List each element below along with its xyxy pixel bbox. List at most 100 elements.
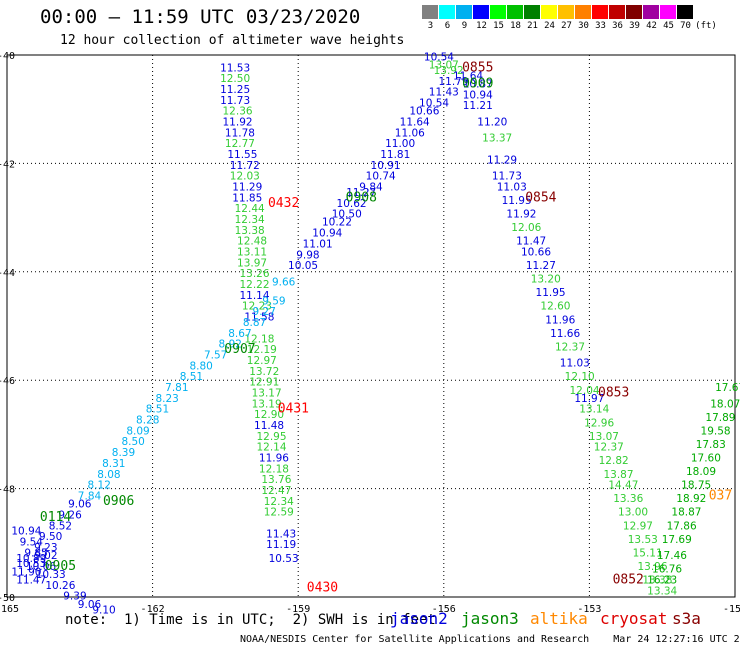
pass-time-label: 0430 [307, 581, 338, 596]
wave-height-value: 18.92 [676, 493, 706, 505]
wave-height-value: 11.97 [574, 393, 604, 405]
wave-height-value: 15.11 [633, 547, 663, 559]
wave-height-value: 9.26 [58, 509, 82, 521]
scale-swatch [507, 5, 524, 19]
wave-height-value: 17.60 [691, 453, 721, 465]
legend-altika: altika [530, 609, 588, 628]
wave-height-value: 12.47 [261, 485, 291, 497]
pass-time-label: 0907 [224, 342, 255, 357]
wave-height-value: 8.09 [126, 425, 149, 437]
wave-height-value: 11.21 [463, 100, 493, 112]
wave-height-value: 8.39 [112, 447, 135, 459]
wave-height-value: 11.27 [526, 260, 556, 272]
scale-label: 21 [527, 21, 538, 31]
wave-height-value: 12.37 [555, 341, 585, 353]
scale-label: 45 [663, 21, 674, 31]
wave-height-value: 11.55 [227, 149, 257, 161]
pass-time-label: 0114 [40, 510, 71, 525]
wave-height-value: 12.60 [540, 301, 570, 313]
wave-height-value: 12.14 [256, 442, 286, 454]
wave-height-value: 9.06 [68, 499, 92, 511]
wave-height-value: 10.50 [332, 209, 362, 221]
wave-height-value: 12.34 [235, 214, 265, 226]
wave-height-value: 13.96 [637, 561, 667, 573]
wave-height-value: 12.34 [264, 496, 294, 508]
wave-height-value: 11.01 [303, 238, 333, 250]
wave-height-value: 18.75 [681, 480, 711, 492]
wave-height-value: 11.92 [506, 209, 536, 221]
wave-height-value: 18.09 [686, 466, 716, 478]
wave-height-value: 9.66 [272, 276, 296, 288]
scale-swatch [677, 5, 694, 19]
wave-height-value: 11.47 [516, 236, 546, 248]
wave-height-value: 11.79 [438, 76, 468, 88]
wave-height-value: 8.51 [146, 404, 169, 416]
wave-height-value: 10.74 [366, 171, 396, 183]
wave-height-value: 8.28 [136, 415, 159, 427]
wave-height-value: 11.78 [225, 127, 255, 139]
wave-height-value: 10.53 [16, 558, 46, 570]
wave-height-value: 11.47 [16, 574, 46, 586]
wave-height-value: 10.54 [419, 97, 449, 109]
pass-time-label: 0854 [525, 190, 556, 205]
wave-height-value: 13.34 [647, 585, 677, 597]
wave-height-value: 12.82 [599, 455, 629, 467]
wave-height-value: 9.54 [20, 537, 44, 549]
scale-swatch [558, 5, 575, 19]
wave-height-value: 9.27 [253, 306, 276, 318]
pass-time-label: 0431 [278, 402, 309, 417]
wave-height-value: 8.67 [228, 328, 251, 340]
wave-height-value: 12.91 [249, 377, 279, 389]
wave-height-value: 11.00 [385, 138, 415, 150]
wave-height-value: 10.89 [16, 553, 46, 565]
color-scale [422, 5, 694, 19]
wave-height-value: 12.37 [594, 442, 624, 454]
scale-label: 27 [561, 21, 572, 31]
wave-height-value: 11.43 [266, 528, 296, 540]
wave-height-value: 11.64 [400, 116, 430, 128]
scale-label: 33 [595, 21, 606, 31]
wave-height-value: 13.26 [239, 268, 269, 280]
wave-height-value: 13.53 [628, 534, 658, 546]
wave-height-value: 12.18 [244, 333, 274, 345]
lat-tick-label: -42 [0, 159, 15, 170]
wave-height-value: 8.31 [102, 458, 125, 470]
wave-height-value: 10.26 [45, 580, 75, 592]
wave-height-value: 11.85 [232, 192, 262, 204]
wave-height-value: 9.84 [359, 182, 383, 194]
wave-height-value: 17.83 [696, 439, 726, 451]
wave-height-value: 10.66 [409, 106, 439, 118]
wave-height-value: 16.76 [652, 564, 682, 576]
footer-credit: NOAA/NESDIS Center for Satellite Applica… [240, 634, 740, 645]
wave-height-value: 11.58 [244, 312, 274, 324]
wave-height-value: 11.48 [254, 420, 284, 432]
pass-time-label: 0906 [103, 494, 134, 509]
wave-height-value: 8.08 [97, 469, 120, 481]
wave-height-value: 10.06 [26, 561, 56, 573]
scale-swatch [439, 5, 456, 19]
wave-height-value: 12.50 [220, 73, 250, 85]
wave-height-value: 11.20 [477, 116, 507, 128]
wave-height-value: 8.23 [155, 393, 178, 405]
wave-height-value: 11.06 [395, 127, 425, 139]
scale-swatch [592, 5, 609, 19]
scale-label: 24 [544, 21, 555, 31]
wave-height-value: 12.06 [511, 222, 541, 234]
wave-height-value: 13.37 [482, 133, 512, 145]
scale-unit: (ft) [695, 21, 717, 31]
lon-tick-label: -153 [577, 604, 601, 615]
wave-height-value: 8.92 [219, 339, 242, 351]
wave-height-value: 13.38 [235, 225, 265, 237]
wave-height-value: 18.07 [710, 398, 740, 410]
note-text: note: 1) Time is in UTC; 2) SWH is in fe… [65, 612, 436, 628]
wave-height-value: 16.23 [647, 574, 677, 586]
scale-label: 70 [680, 21, 691, 31]
lon-tick-label: -150 [723, 604, 740, 615]
wave-height-value: 11.29 [232, 182, 262, 194]
scale-swatch [643, 5, 660, 19]
legend-jason2: jason2 [390, 609, 448, 628]
page-subtitle: 12 hour collection of altimeter wave hei… [60, 33, 405, 48]
wave-height-value: 9.39 [63, 591, 86, 603]
wave-height-value: 13.76 [261, 474, 291, 486]
